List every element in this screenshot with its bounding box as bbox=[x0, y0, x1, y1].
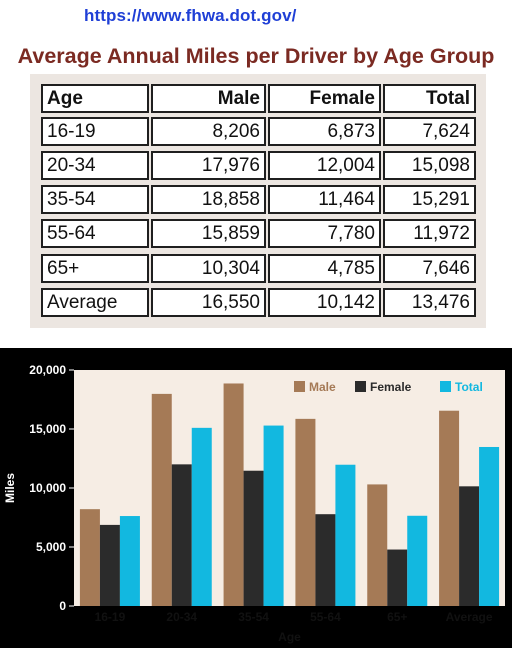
table-cell-male: 10,304 bbox=[151, 254, 266, 283]
table-cell-female: 10,142 bbox=[268, 288, 381, 317]
bar-male bbox=[151, 393, 172, 606]
table-cell-male: 16,550 bbox=[151, 288, 266, 317]
legend-label-total: Total bbox=[455, 380, 483, 394]
x-axis-label: Age bbox=[278, 630, 301, 644]
bar-total bbox=[263, 425, 284, 606]
bar-total bbox=[407, 515, 428, 606]
y-tick-label: 0 bbox=[59, 599, 66, 613]
bar-male bbox=[223, 383, 244, 606]
table-cell-male: 17,976 bbox=[151, 151, 266, 180]
legend-swatch-total bbox=[440, 381, 451, 392]
x-tick-label: 65+ bbox=[387, 610, 407, 624]
table-cell-age: Average bbox=[41, 288, 149, 317]
table-cell-female: 12,004 bbox=[268, 151, 381, 180]
y-tick-label: 15,000 bbox=[29, 422, 66, 436]
table-cell-total: 15,291 bbox=[383, 185, 476, 214]
legend-swatch-female bbox=[355, 381, 366, 392]
table-cell-male: 15,859 bbox=[151, 219, 266, 248]
table-cell-male: 18,858 bbox=[151, 185, 266, 214]
data-table: Age Male Female Total 16-19 8,206 6,873 … bbox=[30, 74, 486, 328]
bar-chart: 0 5,000 10,000 15,000 20,000 Miles 16-19 20-34 3… bbox=[0, 351, 512, 648]
table-title: Average Annual Miles per Driver by Age G… bbox=[17, 44, 495, 68]
table-cell-age: 20-34 bbox=[41, 151, 149, 180]
source-url[interactable]: https://www.fhwa.dot.gov/ bbox=[84, 6, 297, 25]
bar-total bbox=[119, 516, 140, 606]
bar-female bbox=[387, 549, 408, 606]
table-cell-female: 7,780 bbox=[268, 219, 381, 248]
bar-male bbox=[367, 484, 388, 606]
legend-swatch-male bbox=[294, 381, 305, 392]
bar-chart-svg: 0 5,000 10,000 15,000 20,000 Miles 16-19 20-34 3… bbox=[3, 363, 505, 644]
y-tick-label: 10,000 bbox=[29, 481, 66, 495]
bar-male bbox=[79, 509, 100, 606]
table-cell-total: 7,624 bbox=[383, 117, 476, 146]
legend-label-male: Male bbox=[309, 380, 336, 394]
x-tick-label: Average bbox=[446, 610, 493, 624]
bar-female bbox=[315, 514, 336, 606]
x-tick-label: 55-64 bbox=[310, 610, 341, 624]
table-cell-male: 8,206 bbox=[151, 117, 266, 146]
table-header-female: Female bbox=[268, 84, 381, 113]
table-cell-female: 11,464 bbox=[268, 185, 381, 214]
table-header-age: Age bbox=[41, 84, 149, 113]
bar-female bbox=[171, 464, 192, 606]
table-cell-age: 35-54 bbox=[41, 185, 149, 214]
table-cell-total: 11,972 bbox=[383, 219, 476, 248]
bar-total bbox=[479, 446, 500, 606]
y-tick-label: 5,000 bbox=[36, 540, 66, 554]
y-tick-label: 20,000 bbox=[29, 363, 66, 377]
table-cell-female: 4,785 bbox=[268, 254, 381, 283]
bar-female bbox=[99, 524, 120, 606]
table-cell-total: 13,476 bbox=[383, 288, 476, 317]
table-cell-age: 16-19 bbox=[41, 117, 149, 146]
x-tick-label: 35-54 bbox=[238, 610, 269, 624]
x-tick-label: 16-19 bbox=[95, 610, 126, 624]
bar-total bbox=[335, 464, 356, 606]
bar-female bbox=[243, 470, 264, 606]
x-tick-label: 20-34 bbox=[166, 610, 197, 624]
table-cell-female: 6,873 bbox=[268, 117, 381, 146]
section-divider bbox=[0, 348, 512, 351]
table-header-total: Total bbox=[383, 84, 476, 113]
bar-male bbox=[295, 418, 316, 606]
table-cell-total: 15,098 bbox=[383, 151, 476, 180]
table-cell-age: 55-64 bbox=[41, 219, 149, 248]
bar-male bbox=[439, 410, 460, 606]
table-cell-age: 65+ bbox=[41, 254, 149, 283]
bar-female bbox=[459, 486, 480, 606]
plot-area bbox=[74, 370, 505, 606]
bar-total bbox=[191, 427, 212, 606]
table-header-male: Male bbox=[151, 84, 266, 113]
table-cell-total: 7,646 bbox=[383, 254, 476, 283]
y-axis-label: Miles bbox=[3, 473, 17, 503]
legend-label-female: Female bbox=[370, 380, 412, 394]
